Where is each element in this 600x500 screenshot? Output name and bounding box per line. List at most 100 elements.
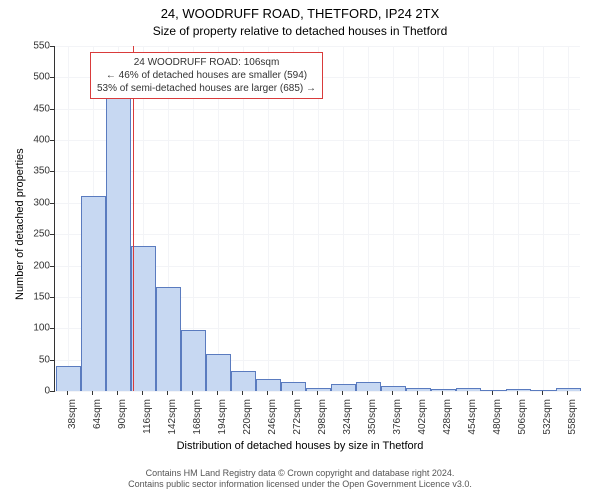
x-tick-label: 220sqm bbox=[242, 399, 253, 439]
annotation-box: 24 WOODRUFF ROAD: 106sqm← 46% of detache… bbox=[90, 52, 323, 99]
x-tick-mark bbox=[417, 391, 418, 395]
x-tick-label: 558sqm bbox=[567, 399, 578, 439]
x-tick-mark bbox=[217, 391, 218, 395]
gridline bbox=[468, 46, 469, 391]
gridline bbox=[418, 46, 419, 391]
x-tick-mark bbox=[542, 391, 543, 395]
histogram-bar bbox=[356, 382, 382, 391]
annotation-line: 24 WOODRUFF ROAD: 106sqm bbox=[97, 56, 316, 69]
histogram-bar bbox=[106, 73, 132, 391]
y-tick-label: 350 bbox=[22, 166, 50, 177]
x-tick-label: 142sqm bbox=[167, 399, 178, 439]
y-tick-mark bbox=[50, 234, 54, 235]
histogram-bar bbox=[56, 366, 82, 391]
gridline bbox=[393, 46, 394, 391]
x-tick-mark bbox=[167, 391, 168, 395]
y-tick-mark bbox=[50, 109, 54, 110]
histogram-bar bbox=[306, 388, 332, 392]
histogram-bar bbox=[231, 371, 257, 391]
x-tick-label: 532sqm bbox=[542, 399, 553, 439]
x-tick-label: 246sqm bbox=[267, 399, 278, 439]
footer-line-2: Contains public sector information licen… bbox=[0, 479, 600, 490]
x-tick-mark bbox=[467, 391, 468, 395]
x-tick-label: 428sqm bbox=[442, 399, 453, 439]
histogram-bar bbox=[206, 354, 232, 391]
y-tick-label: 300 bbox=[22, 197, 50, 208]
histogram-bar bbox=[381, 386, 407, 391]
x-tick-label: 116sqm bbox=[142, 399, 153, 439]
y-tick-mark bbox=[50, 266, 54, 267]
footer-line-1: Contains HM Land Registry data © Crown c… bbox=[0, 468, 600, 479]
y-tick-label: 250 bbox=[22, 229, 50, 240]
x-tick-label: 506sqm bbox=[517, 399, 528, 439]
y-tick-mark bbox=[50, 46, 54, 47]
histogram-bar bbox=[181, 330, 207, 391]
histogram-bar bbox=[406, 388, 432, 391]
y-tick-label: 500 bbox=[22, 72, 50, 83]
x-tick-label: 168sqm bbox=[192, 399, 203, 439]
x-axis-label: Distribution of detached houses by size … bbox=[0, 440, 600, 452]
histogram-bar bbox=[531, 390, 557, 391]
x-tick-mark bbox=[92, 391, 93, 395]
gridline bbox=[443, 46, 444, 391]
x-tick-mark bbox=[267, 391, 268, 395]
gridline bbox=[518, 46, 519, 391]
histogram-bar bbox=[331, 384, 357, 391]
x-tick-label: 402sqm bbox=[417, 399, 428, 439]
y-tick-label: 0 bbox=[22, 386, 50, 397]
x-tick-mark bbox=[142, 391, 143, 395]
y-tick-mark bbox=[50, 140, 54, 141]
y-tick-mark bbox=[50, 171, 54, 172]
histogram-bar bbox=[281, 382, 307, 391]
y-tick-label: 450 bbox=[22, 103, 50, 114]
y-tick-label: 550 bbox=[22, 41, 50, 52]
histogram-bar bbox=[431, 389, 457, 391]
y-tick-label: 50 bbox=[22, 354, 50, 365]
x-tick-mark bbox=[367, 391, 368, 395]
x-tick-mark bbox=[192, 391, 193, 395]
histogram-bar bbox=[481, 390, 507, 391]
gridline bbox=[343, 46, 344, 391]
x-tick-label: 38sqm bbox=[67, 399, 78, 439]
histogram-bar bbox=[456, 388, 482, 391]
x-tick-label: 194sqm bbox=[217, 399, 228, 439]
x-tick-label: 376sqm bbox=[392, 399, 403, 439]
page-title: 24, WOODRUFF ROAD, THETFORD, IP24 2TX bbox=[0, 6, 600, 21]
y-tick-mark bbox=[50, 360, 54, 361]
x-tick-label: 298sqm bbox=[317, 399, 328, 439]
x-tick-mark bbox=[492, 391, 493, 395]
y-tick-label: 200 bbox=[22, 260, 50, 271]
gridline bbox=[368, 46, 369, 391]
gridline bbox=[55, 391, 580, 392]
y-tick-label: 400 bbox=[22, 135, 50, 146]
x-tick-mark bbox=[242, 391, 243, 395]
x-tick-label: 324sqm bbox=[342, 399, 353, 439]
annotation-line: 53% of semi-detached houses are larger (… bbox=[97, 82, 316, 95]
y-tick-label: 100 bbox=[22, 323, 50, 334]
x-tick-label: 272sqm bbox=[292, 399, 303, 439]
y-tick-mark bbox=[50, 297, 54, 298]
y-tick-mark bbox=[50, 77, 54, 78]
x-tick-mark bbox=[517, 391, 518, 395]
footer-attribution: Contains HM Land Registry data © Crown c… bbox=[0, 468, 600, 490]
histogram-bar bbox=[81, 196, 107, 391]
x-tick-mark bbox=[442, 391, 443, 395]
x-tick-label: 64sqm bbox=[92, 399, 103, 439]
x-tick-mark bbox=[67, 391, 68, 395]
gridline bbox=[568, 46, 569, 391]
x-tick-label: 454sqm bbox=[467, 399, 478, 439]
gridline bbox=[68, 46, 69, 391]
histogram-bar bbox=[156, 287, 182, 392]
histogram-bar bbox=[131, 246, 157, 391]
page-subtitle: Size of property relative to detached ho… bbox=[0, 24, 600, 38]
histogram-bar bbox=[506, 389, 532, 391]
x-tick-mark bbox=[342, 391, 343, 395]
x-tick-mark bbox=[567, 391, 568, 395]
x-tick-label: 90sqm bbox=[117, 399, 128, 439]
y-tick-mark bbox=[50, 328, 54, 329]
gridline bbox=[543, 46, 544, 391]
x-tick-mark bbox=[292, 391, 293, 395]
x-tick-mark bbox=[392, 391, 393, 395]
x-tick-mark bbox=[117, 391, 118, 395]
histogram-bar bbox=[256, 379, 282, 391]
